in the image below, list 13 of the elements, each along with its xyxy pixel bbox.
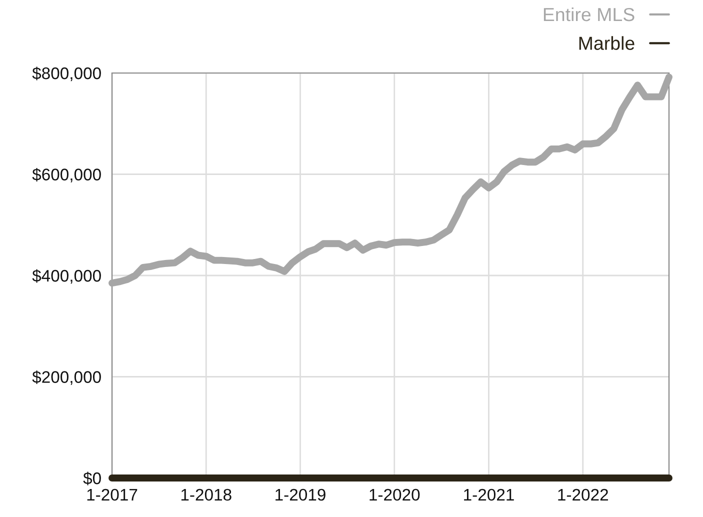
- y-tick-label: $0: [83, 472, 101, 486]
- x-tick-label: 1-2017: [87, 488, 138, 501]
- legend-label: Entire MLS: [544, 7, 634, 22]
- y-tick-label: $800,000: [32, 66, 101, 82]
- x-tick-label: 1-2022: [558, 488, 608, 501]
- x-tick-label: 1-2018: [181, 488, 232, 501]
- y-tick-label: $200,000: [32, 370, 101, 385]
- legend-label: Marble: [579, 36, 634, 50]
- x-tick-label: 1-2020: [370, 488, 420, 501]
- x-tick-label: 1-2021: [464, 488, 514, 501]
- y-tick-label: $600,000: [32, 168, 101, 182]
- x-tick-label: 1-2019: [276, 488, 326, 501]
- y-tick-label: $400,000: [32, 269, 101, 284]
